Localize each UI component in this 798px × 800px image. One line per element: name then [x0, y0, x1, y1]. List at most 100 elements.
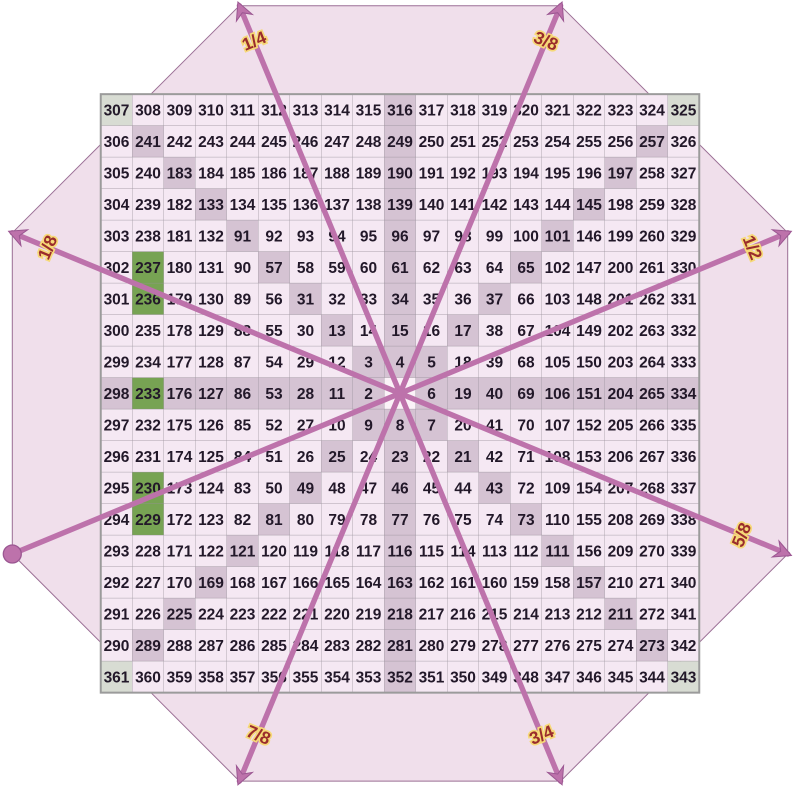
- svg-text:324: 324: [639, 102, 665, 119]
- svg-text:315: 315: [356, 102, 382, 119]
- svg-text:299: 299: [104, 354, 130, 371]
- svg-text:167: 167: [261, 575, 287, 592]
- svg-text:185: 185: [230, 165, 256, 182]
- svg-text:43: 43: [486, 480, 504, 497]
- svg-text:53: 53: [265, 386, 283, 403]
- svg-text:171: 171: [167, 543, 193, 560]
- svg-text:203: 203: [608, 354, 634, 371]
- svg-text:200: 200: [608, 260, 634, 277]
- svg-text:65: 65: [517, 260, 535, 277]
- svg-text:335: 335: [671, 417, 697, 434]
- svg-text:326: 326: [671, 134, 697, 151]
- svg-text:225: 225: [167, 606, 193, 623]
- svg-text:269: 269: [639, 512, 665, 529]
- svg-text:183: 183: [167, 165, 193, 182]
- svg-text:304: 304: [104, 197, 130, 214]
- svg-text:210: 210: [608, 575, 634, 592]
- svg-text:90: 90: [234, 260, 251, 277]
- svg-text:32: 32: [328, 291, 345, 308]
- svg-text:318: 318: [450, 102, 476, 119]
- svg-text:243: 243: [198, 134, 224, 151]
- svg-text:244: 244: [230, 134, 256, 151]
- svg-text:182: 182: [167, 197, 193, 214]
- svg-text:263: 263: [639, 323, 665, 340]
- svg-text:69: 69: [517, 386, 535, 403]
- svg-text:329: 329: [671, 228, 697, 245]
- svg-text:70: 70: [517, 417, 534, 434]
- svg-text:11: 11: [329, 386, 346, 403]
- svg-text:285: 285: [261, 638, 287, 655]
- svg-text:82: 82: [234, 512, 251, 529]
- svg-text:163: 163: [387, 575, 413, 592]
- svg-text:209: 209: [608, 543, 634, 560]
- svg-text:286: 286: [230, 638, 256, 655]
- svg-text:126: 126: [198, 417, 224, 434]
- svg-text:303: 303: [104, 228, 130, 245]
- svg-text:130: 130: [198, 291, 224, 308]
- svg-text:6: 6: [427, 386, 436, 403]
- svg-text:197: 197: [608, 165, 634, 182]
- svg-text:353: 353: [356, 669, 382, 686]
- svg-text:334: 334: [671, 386, 697, 403]
- svg-text:219: 219: [356, 606, 382, 623]
- svg-text:145: 145: [576, 197, 602, 214]
- svg-text:58: 58: [297, 260, 315, 277]
- svg-text:125: 125: [198, 449, 224, 466]
- svg-text:103: 103: [545, 291, 571, 308]
- svg-text:220: 220: [324, 606, 350, 623]
- svg-text:93: 93: [297, 228, 315, 245]
- svg-text:152: 152: [576, 417, 602, 434]
- svg-text:297: 297: [104, 417, 130, 434]
- svg-text:28: 28: [297, 386, 315, 403]
- svg-text:2: 2: [364, 386, 373, 403]
- svg-text:133: 133: [198, 197, 224, 214]
- svg-text:211: 211: [608, 606, 633, 623]
- svg-text:247: 247: [324, 134, 350, 151]
- svg-text:89: 89: [234, 291, 252, 308]
- svg-text:25: 25: [328, 449, 346, 466]
- svg-text:322: 322: [576, 102, 602, 119]
- svg-text:188: 188: [324, 165, 350, 182]
- svg-text:170: 170: [167, 575, 193, 592]
- svg-text:253: 253: [513, 134, 539, 151]
- svg-text:343: 343: [671, 669, 697, 686]
- svg-text:168: 168: [230, 575, 256, 592]
- svg-text:116: 116: [387, 543, 412, 560]
- svg-text:61: 61: [391, 260, 409, 277]
- svg-text:277: 277: [513, 638, 539, 655]
- svg-text:164: 164: [356, 575, 382, 592]
- svg-text:156: 156: [576, 543, 602, 560]
- svg-text:36: 36: [454, 291, 472, 308]
- svg-text:136: 136: [293, 197, 319, 214]
- svg-text:212: 212: [576, 606, 602, 623]
- svg-text:117: 117: [356, 543, 381, 560]
- svg-text:199: 199: [608, 228, 634, 245]
- svg-text:181: 181: [167, 228, 193, 245]
- svg-text:206: 206: [608, 449, 634, 466]
- svg-text:192: 192: [450, 165, 476, 182]
- svg-text:87: 87: [234, 354, 251, 371]
- svg-text:323: 323: [608, 102, 634, 119]
- svg-text:271: 271: [639, 575, 665, 592]
- svg-text:112: 112: [513, 543, 538, 560]
- svg-text:342: 342: [671, 638, 697, 655]
- svg-text:276: 276: [545, 638, 571, 655]
- svg-text:178: 178: [167, 323, 193, 340]
- svg-text:293: 293: [104, 543, 130, 560]
- svg-text:310: 310: [198, 102, 224, 119]
- svg-text:224: 224: [198, 606, 224, 623]
- svg-text:34: 34: [391, 291, 409, 308]
- svg-text:9: 9: [364, 417, 373, 434]
- svg-text:231: 231: [135, 449, 161, 466]
- svg-text:208: 208: [608, 512, 634, 529]
- svg-text:115: 115: [419, 543, 444, 560]
- svg-text:264: 264: [639, 354, 665, 371]
- svg-text:298: 298: [104, 386, 130, 403]
- svg-text:216: 216: [450, 606, 476, 623]
- svg-text:72: 72: [517, 480, 534, 497]
- svg-text:316: 316: [387, 102, 413, 119]
- svg-text:361: 361: [104, 669, 130, 686]
- svg-text:77: 77: [391, 512, 408, 529]
- svg-text:40: 40: [486, 386, 503, 403]
- svg-text:339: 339: [671, 543, 697, 560]
